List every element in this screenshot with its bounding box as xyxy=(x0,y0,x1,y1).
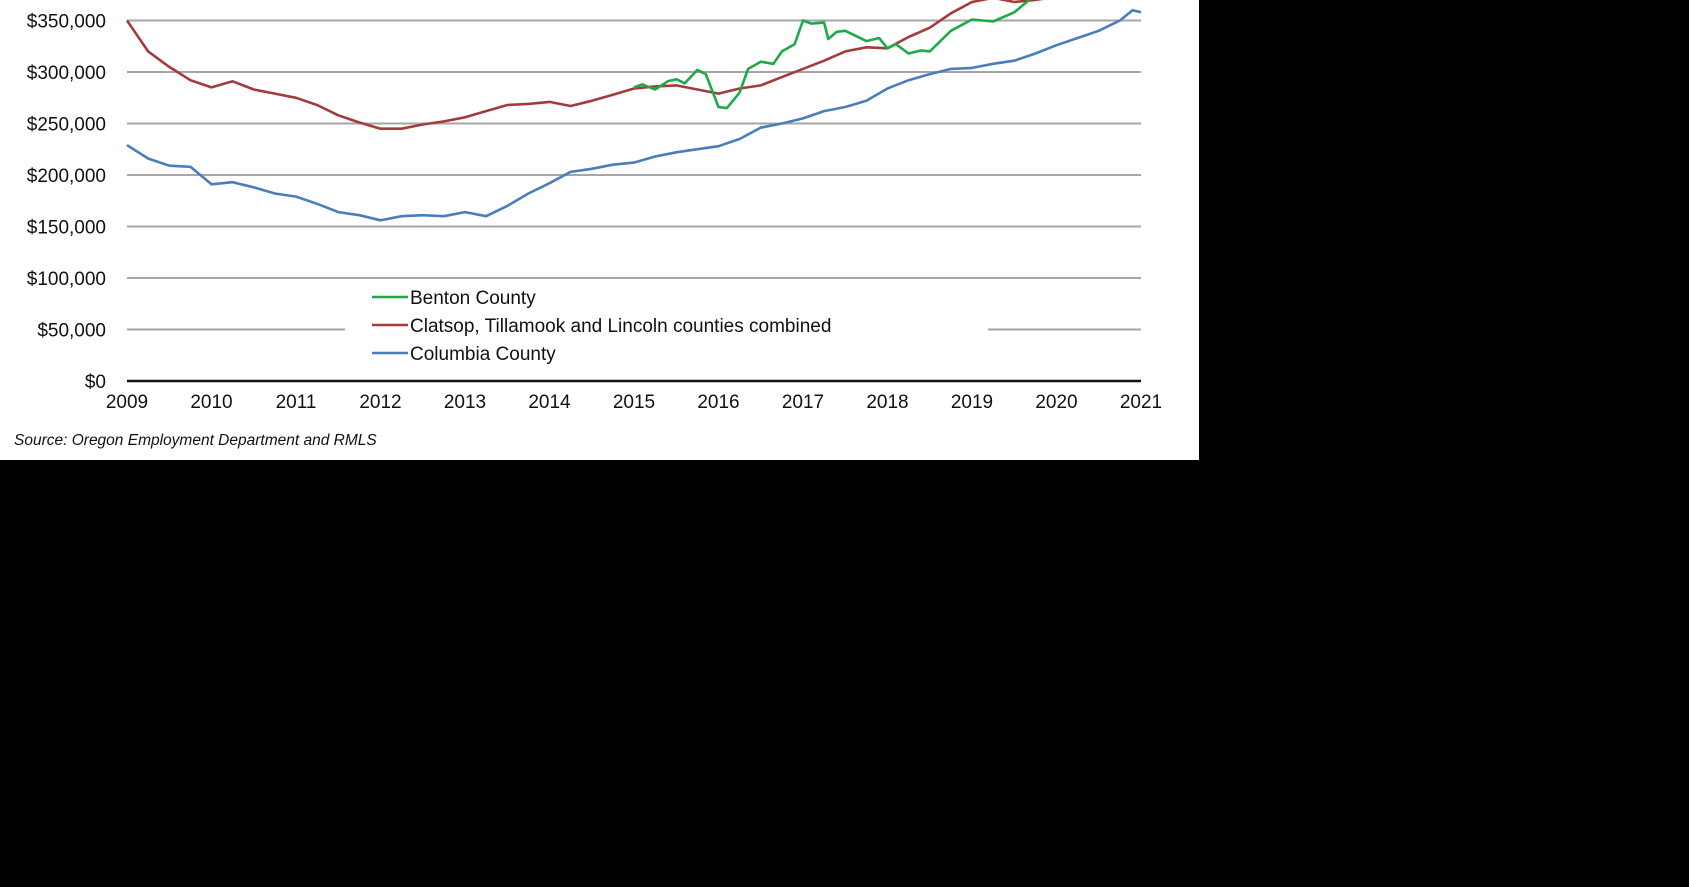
series-line-1 xyxy=(125,0,1044,130)
y-tick-label: $350,000 xyxy=(27,12,106,33)
series-lines xyxy=(125,0,1142,222)
legend-background xyxy=(345,282,988,366)
y-tick-label: $200,000 xyxy=(27,166,106,187)
legend-label: Clatsop, Tillamook and Lincoln counties … xyxy=(410,316,831,337)
x-tick-label: 2009 xyxy=(106,392,148,413)
legend: Benton County Clatsop, Tillamook and Linc… xyxy=(345,282,988,366)
series-line-2 xyxy=(126,8,1142,222)
x-tick-label: 2014 xyxy=(528,392,571,413)
chart-panel xyxy=(0,0,1199,460)
x-tick-label: 2018 xyxy=(866,392,908,413)
x-tick-label: 2012 xyxy=(359,392,401,413)
x-tick-label: 2010 xyxy=(190,392,232,413)
x-tick-label: 2015 xyxy=(613,392,655,413)
y-tick-label: $300,000 xyxy=(27,63,106,84)
legend-label: Benton County xyxy=(410,288,536,309)
x-tick-label: 2017 xyxy=(782,392,824,413)
y-axis-ticks: $0 $50,000 $100,000 $150,000 $200,000 $250,00… xyxy=(27,12,106,394)
x-tick-label: 2021 xyxy=(1120,392,1162,413)
x-axis-ticks: 2009 2010 2011 2012 2013 2014 2015 2016 2017 2018… xyxy=(106,392,1162,413)
legend-label: Columbia County xyxy=(410,344,556,365)
x-tick-label: 2019 xyxy=(951,392,993,413)
x-tick-label: 2020 xyxy=(1035,392,1077,413)
line-chart: $0 $50,000 $100,000 $150,000 $200,000 $250,00… xyxy=(27,0,1162,413)
series-line-0 xyxy=(633,0,1032,110)
x-tick-label: 2016 xyxy=(697,392,739,413)
x-tick-label: 2013 xyxy=(444,392,486,413)
y-tick-label: $0 xyxy=(85,372,106,393)
x-tick-label: 2011 xyxy=(276,392,317,413)
y-tick-label: $100,000 xyxy=(27,269,106,290)
source-note: Source: Oregon Employment Department and… xyxy=(14,432,377,449)
y-tick-label: $250,000 xyxy=(27,115,106,136)
y-tick-label: $150,000 xyxy=(27,218,106,239)
y-tick-label: $50,000 xyxy=(37,321,106,342)
